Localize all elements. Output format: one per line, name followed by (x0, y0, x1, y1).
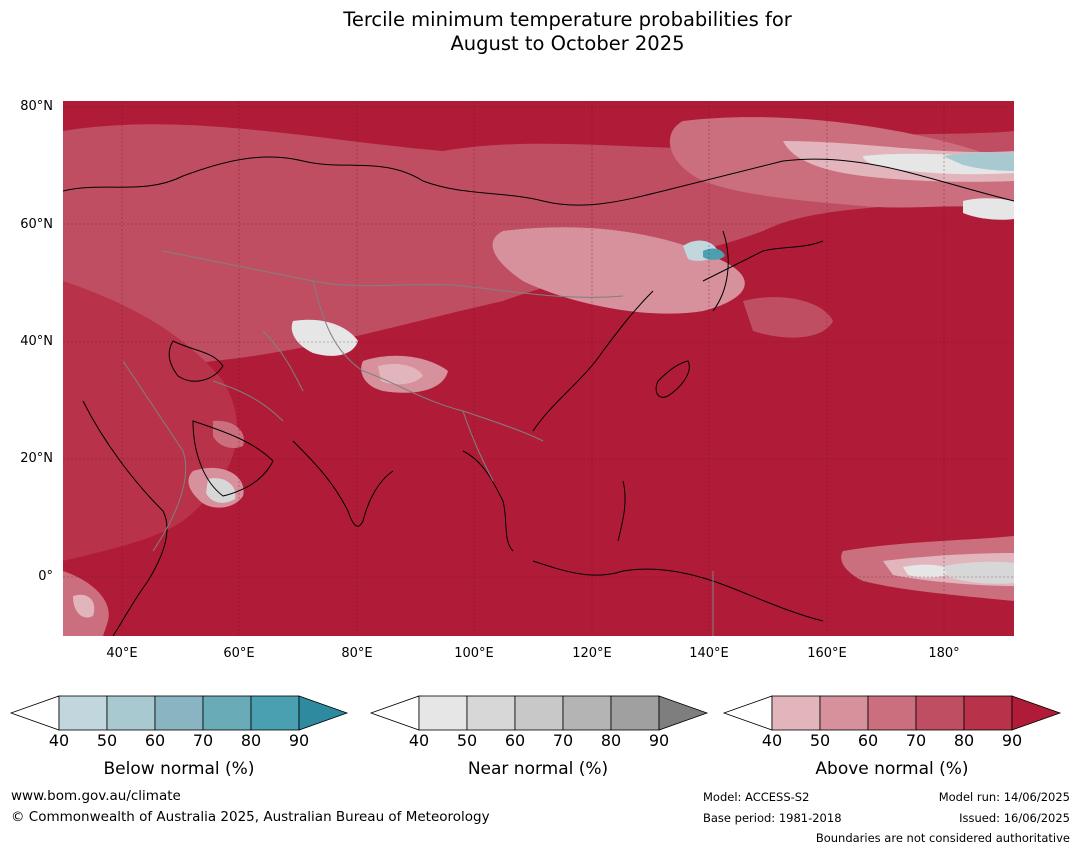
legend-near-normal-segment-5 (610, 695, 660, 731)
legend-title-above-normal: Above normal (%) (815, 759, 969, 779)
legend-above-normal-tick: 60 (857, 731, 879, 750)
legend-near-normal-segment-2 (466, 695, 516, 731)
legend-below-normal-segment-2 (106, 695, 156, 731)
legend-above-normal-low-tip (722, 695, 773, 731)
legend-near-normal-tick: 40 (408, 731, 430, 750)
legend-below-normal-tick: 70 (192, 731, 214, 750)
title-line-1: Tercile minimum temperature probabilitie… (343, 8, 792, 31)
legend-above-normal-segment-4 (915, 695, 965, 731)
legend-below-normal-segment-1 (58, 695, 108, 731)
boundary-disclaimer: Boundaries are not considered authoritat… (815, 831, 1070, 845)
lat-label-0: 0° (38, 569, 53, 584)
model-name: Model: ACCESS-S2 (703, 790, 810, 804)
legend-below-normal-segment-3 (154, 695, 204, 731)
lat-label-40n: 40°N (20, 334, 53, 349)
model-run-date: Model run: 14/06/2025 (938, 790, 1070, 804)
legend-below-normal-tick: 60 (144, 731, 166, 750)
lon-label-100e: 100°E (454, 646, 494, 661)
legend-above-normal-segment-3 (867, 695, 917, 731)
legend-near-normal-high-tip (658, 695, 709, 731)
legend-near-normal-low-tip (369, 695, 420, 731)
lat-label-80n: 80°N (20, 99, 53, 114)
map-title: Tercile minimum temperature probabilitie… (0, 8, 1081, 56)
lon-label-180: 180° (928, 646, 960, 661)
legend-near-normal-tick: 80 (600, 731, 622, 750)
graticule (63, 101, 1014, 636)
legend-below-normal-low-tip (9, 695, 60, 731)
legend-near-normal-segment-3 (514, 695, 564, 731)
lon-label-120e: 120°E (572, 646, 612, 661)
map-canvas (63, 101, 1014, 636)
legend-near-normal-tick: 50 (456, 731, 478, 750)
legend-above-normal-segment-5 (963, 695, 1013, 731)
base-period: Base period: 1981-2018 (703, 811, 842, 825)
legend-above-normal-tick: 90 (1001, 731, 1023, 750)
lon-label-80e: 80°E (341, 646, 373, 661)
legend-below-normal-tick: 40 (48, 731, 70, 750)
legend-above-normal-segment-1 (771, 695, 821, 731)
legend-near-normal-segment-1 (418, 695, 468, 731)
legend-above-normal-high-tip (1011, 695, 1062, 731)
lat-label-20n: 20°N (20, 451, 53, 466)
legend-above-normal-tick: 80 (953, 731, 975, 750)
legend-bar-above-normal (722, 695, 1062, 731)
lon-label-40e: 40°E (106, 646, 138, 661)
issued-date: Issued: 16/06/2025 (959, 811, 1070, 825)
legend-near-normal-tick: 90 (648, 731, 670, 750)
lon-label-160e: 160°E (807, 646, 847, 661)
legend-above-normal-tick: 40 (761, 731, 783, 750)
legend-colorbars (9, 695, 1062, 731)
legend-bar-below-normal (9, 695, 349, 731)
legend-title-near-normal: Near normal (%) (467, 759, 609, 779)
legend-bar-near-normal (369, 695, 709, 731)
legend-title-below-normal: Below normal (%) (103, 759, 255, 779)
legend-near-normal-segment-4 (562, 695, 612, 731)
title-line-2: August to October 2025 (450, 32, 685, 55)
legend-near-normal-tick: 60 (504, 731, 526, 750)
copyright-text: © Commonwealth of Australia 2025, Austra… (11, 809, 490, 825)
coastlines (63, 156, 1014, 636)
legend-above-normal-segment-2 (819, 695, 869, 731)
lon-label-60e: 60°E (223, 646, 255, 661)
legend-below-normal-tick: 50 (96, 731, 118, 750)
probability-shading (63, 117, 1014, 636)
legend-below-normal-segment-4 (202, 695, 252, 731)
country-borders (122, 250, 714, 636)
legend-below-normal-high-tip (298, 695, 349, 731)
website-link[interactable]: www.bom.gov.au/climate (11, 788, 181, 804)
legend-below-normal-tick: 80 (240, 731, 262, 750)
probability-map (63, 101, 1014, 636)
lat-label-60n: 60°N (20, 217, 53, 232)
legend-above-normal-tick: 70 (905, 731, 927, 750)
legend-above-normal-tick: 50 (809, 731, 831, 750)
lon-label-140e: 140°E (689, 646, 729, 661)
legend-below-normal-tick: 90 (288, 731, 310, 750)
legend-near-normal-tick: 70 (552, 731, 574, 750)
legend-below-normal-segment-5 (250, 695, 300, 731)
